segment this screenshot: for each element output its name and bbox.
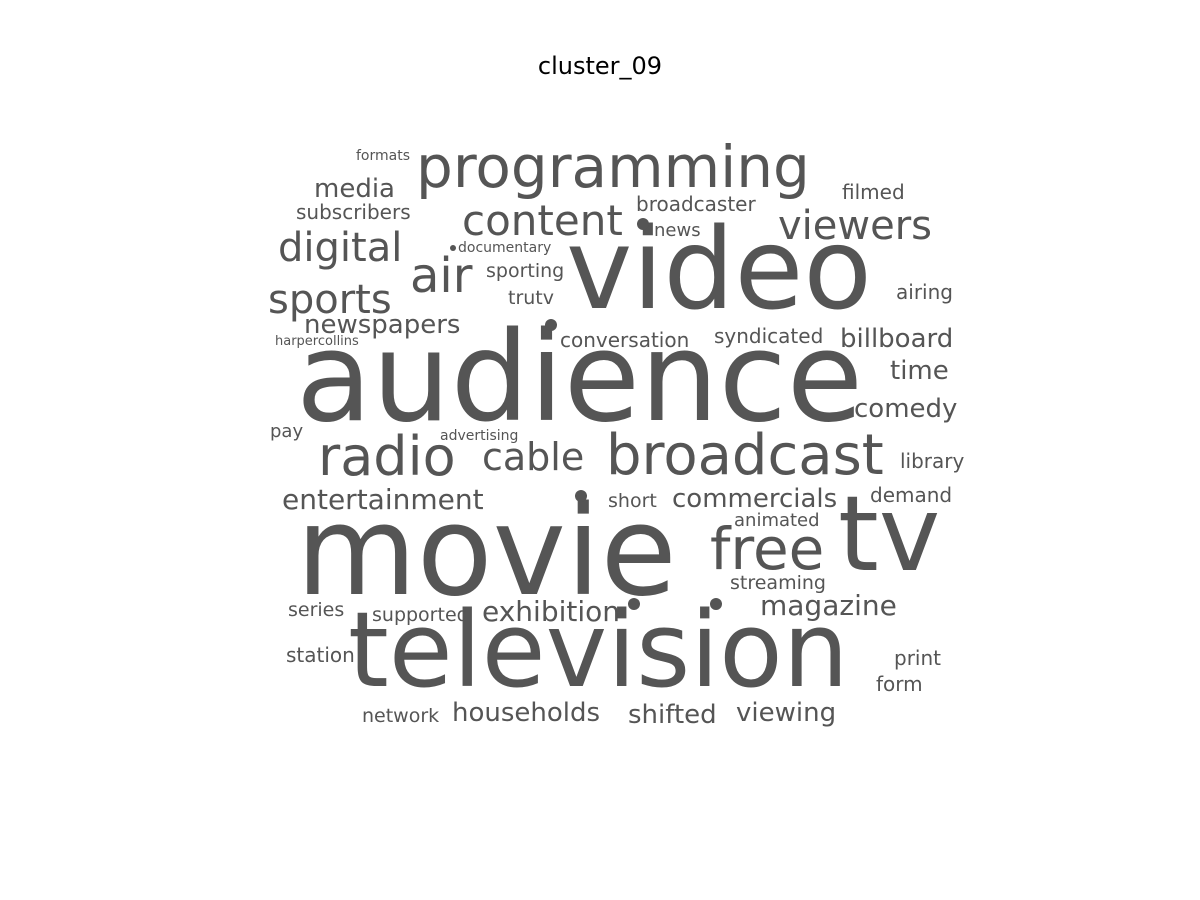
dot-marker <box>575 490 587 502</box>
word-print: print <box>894 646 941 670</box>
word-digital: digital <box>278 225 403 271</box>
word-demand: demand <box>870 483 953 507</box>
word-entertainment: entertainment <box>282 483 484 516</box>
word-short: short <box>608 490 657 512</box>
word-broadcast: broadcast <box>606 423 884 488</box>
word-media: media <box>314 174 395 204</box>
word-viewers: viewers <box>778 203 933 249</box>
word-sports: sports <box>268 277 392 323</box>
word-shifted: shifted <box>628 700 717 730</box>
word-station: station <box>286 643 355 667</box>
word-documentary: documentary <box>458 240 552 256</box>
word-newspapers: newspapers <box>304 310 461 340</box>
word-free: free <box>710 515 825 583</box>
word-programming: programming <box>416 133 810 201</box>
dot-marker <box>628 598 640 610</box>
word-video: video <box>566 205 872 335</box>
word-air: air <box>410 248 473 304</box>
word-library: library <box>900 449 965 473</box>
dot-marker <box>450 245 456 251</box>
word-households: households <box>452 698 601 728</box>
word-movie: movie <box>296 480 677 624</box>
word-content: content <box>462 196 623 245</box>
word-magazine: magazine <box>760 589 897 622</box>
word-time: time <box>890 356 949 386</box>
word-filmed: filmed <box>842 180 905 204</box>
dot-marker <box>637 218 649 230</box>
dot-marker <box>545 319 557 331</box>
word-billboard: billboard <box>840 324 954 354</box>
word-trutv: trutv <box>508 287 554 309</box>
word-audience: audience <box>296 306 864 450</box>
word-tv: tv <box>838 473 941 595</box>
word-radio: radio <box>318 425 456 488</box>
word-animated: animated <box>734 510 820 531</box>
word-streaming: streaming <box>730 572 826 594</box>
word-television: television <box>348 589 849 711</box>
word-network: network <box>362 705 440 727</box>
word-conversation: conversation <box>560 328 690 352</box>
word-sporting: sporting <box>486 260 565 282</box>
word-series: series <box>288 599 345 621</box>
word-advertising: advertising <box>440 428 519 444</box>
word-airing: airing <box>896 280 953 304</box>
word-viewing: viewing <box>736 698 837 728</box>
word-harpercollins: harpercollins <box>275 334 359 349</box>
word-subscribers: subscribers <box>296 200 411 224</box>
word-supported: supported <box>372 604 469 626</box>
chart-title: cluster_09 <box>537 52 663 80</box>
word-pay: pay <box>270 421 304 442</box>
word-syndicated: syndicated <box>714 324 824 348</box>
dot-marker <box>710 598 722 610</box>
word-comedy: comedy <box>854 394 958 424</box>
word-formats: formats <box>356 148 411 164</box>
word-broadcaster: broadcaster <box>636 192 756 216</box>
word-form: form <box>876 672 923 696</box>
word-exhibition: exhibition <box>482 595 621 628</box>
word-news: news <box>654 220 701 241</box>
word-commercials: commercials <box>672 484 838 514</box>
word-cable: cable <box>482 435 585 479</box>
